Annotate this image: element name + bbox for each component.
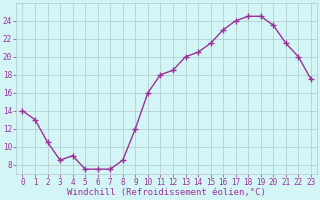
X-axis label: Windchill (Refroidissement éolien,°C): Windchill (Refroidissement éolien,°C) bbox=[67, 188, 266, 197]
